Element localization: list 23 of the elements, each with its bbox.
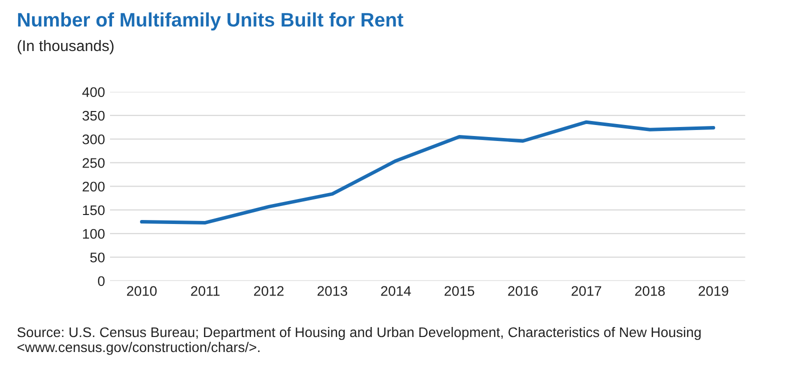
y-tick-label: 50: [90, 252, 105, 262]
chart-title: Number of Multifamily Units Built for Rent: [18, 12, 404, 30]
y-tick-label: 250: [82, 158, 105, 168]
x-tick-label: 2015: [444, 286, 474, 296]
source-note: Source: U.S. Census Bureau; Department of Housing and Urban Development, Characteristics of New Housing <www.census.gov/construction/chars/>.: [17, 326, 701, 355]
y-tick-label: 400: [82, 87, 105, 98]
y-tick-label: 150: [83, 205, 105, 216]
y-tick-label: 300: [82, 134, 105, 144]
x-tick-label: 2014: [381, 286, 411, 296]
y-tick-label: 200: [82, 182, 105, 192]
x-tick-label: 2011: [191, 286, 220, 296]
x-tick-label: 2012: [254, 286, 284, 296]
x-tick-label: 2016: [508, 286, 538, 296]
y-tick-label: 350: [82, 110, 105, 121]
x-tick-label: 2013: [318, 286, 348, 296]
x-tick-label: 2019: [698, 286, 728, 296]
x-tick-label: 2017: [572, 286, 602, 296]
x-tick-label: 2010: [127, 286, 157, 296]
y-tick-label: 0: [98, 276, 105, 286]
x-tick-label: 2018: [635, 286, 665, 296]
y-tick-label: 100: [83, 228, 105, 239]
chart-subtitle: (In thousands): [18, 40, 114, 54]
line-series: [140, 120, 716, 224]
